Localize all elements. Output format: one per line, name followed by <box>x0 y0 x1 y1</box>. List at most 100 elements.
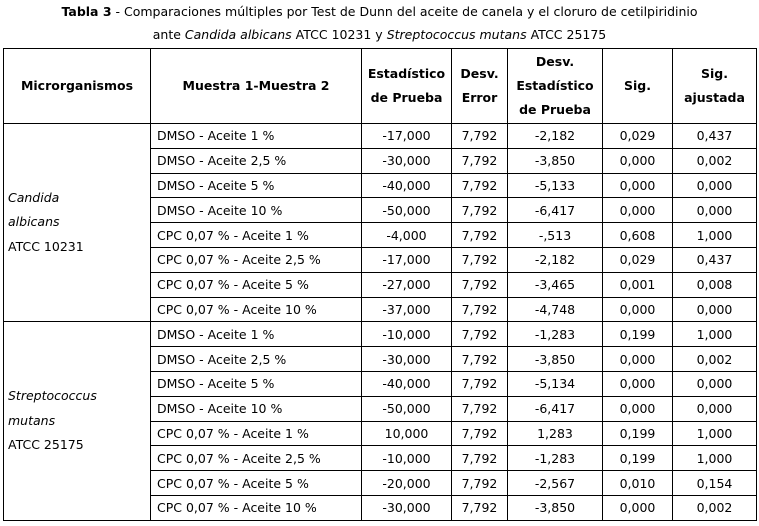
comparison-cell: CPC 0,07 % - Aceite 1 % <box>150 420 362 447</box>
organism-species: mutans <box>8 412 56 428</box>
statistic-cell: -17,000 <box>361 123 452 149</box>
header-microrganismos: Microrganismos <box>3 48 151 124</box>
sig-cell: 0,000 <box>602 370 673 397</box>
table-row: CPC 0,07 % - Aceite 5 % -20,000 7,792 -2,56… <box>4 470 757 496</box>
table-row: DMSO - Aceite 10 % -50,000 7,792 -6,417 0,00… <box>4 395 757 422</box>
std-error-cell: 7,792 <box>451 222 508 248</box>
std-statistic-cell: -5,133 <box>507 172 603 199</box>
organism-genus: Candida <box>8 189 60 205</box>
statistic-cell: -37,000 <box>361 296 452 323</box>
sig-cell: 0,000 <box>602 494 673 521</box>
table-row: CPC 0,07 % - Aceite 1 % 10,000 7,792 1,283 0… <box>4 420 757 447</box>
table-row: Candida albicans ATCC 10231 DMSO - Aceite 1… <box>3 122 757 323</box>
caption-line-1: Tabla 3 - Comparaciones múltiples por Te… <box>0 0 759 23</box>
sig-cell: 0,000 <box>602 395 673 422</box>
caption-text-2a: ante <box>152 27 185 42</box>
comparison-cell: CPC 0,07 % - Aceite 5 % <box>150 470 362 496</box>
adjusted-sig-cell: 0,008 <box>672 271 757 298</box>
std-error-cell: 7,792 <box>451 346 508 372</box>
caption-text-2b: ATCC 10231 y <box>291 27 387 42</box>
comparison-cell: DMSO - Aceite 2,5 % <box>150 346 362 372</box>
sig-cell: 0,000 <box>602 346 673 372</box>
adjusted-sig-cell: 1,000 <box>672 222 757 248</box>
header-sig: Sig. <box>602 48 673 124</box>
table-row: DMSO - Aceite 10 % -50,000 7,792 -6,417 0,00… <box>4 197 757 224</box>
sig-cell: 0,001 <box>602 271 673 298</box>
std-statistic-cell: -,513 <box>507 222 603 248</box>
table-row: CPC 0,07 % - Aceite 2,5 % -10,000 7,792 -1,… <box>4 445 757 472</box>
std-statistic-cell: -3,850 <box>507 346 603 372</box>
std-error-cell: 7,792 <box>451 420 508 447</box>
sig-cell: 0,608 <box>602 222 673 248</box>
statistic-cell: -50,000 <box>361 395 452 422</box>
statistic-cell: -30,000 <box>361 346 452 372</box>
header-row: Microrganismos Muestra 1-Muestra 2 Estad… <box>3 48 757 124</box>
sig-cell: 0,000 <box>602 147 673 174</box>
statistic-cell: -10,000 <box>361 321 452 348</box>
adjusted-sig-cell: 0,000 <box>672 172 757 199</box>
std-error-cell: 7,792 <box>451 296 508 323</box>
std-statistic-cell: -3,850 <box>507 147 603 174</box>
table-row: CPC 0,07 % - Aceite 5 % -27,000 7,792 -3,46… <box>4 271 757 298</box>
std-error-cell: 7,792 <box>451 271 508 298</box>
std-error-cell: 7,792 <box>451 172 508 199</box>
table-label: Tabla 3 <box>61 4 112 19</box>
sig-cell: 0,000 <box>602 296 673 323</box>
dunn-test-table: Microrganismos Muestra 1-Muestra 2 Estad… <box>3 48 757 521</box>
comparison-cell: CPC 0,07 % - Aceite 5 % <box>150 271 362 298</box>
comparison-cell: DMSO - Aceite 2,5 % <box>150 147 362 174</box>
std-statistic-cell: -1,283 <box>507 321 603 348</box>
organism-cell: Streptococcus mutans ATCC 25175 <box>3 321 151 521</box>
std-error-cell: 7,792 <box>451 494 508 521</box>
caption-line-2: ante Candida albicans ATCC 10231 y Strep… <box>0 23 759 46</box>
table-row: DMSO - Aceite 5 % -40,000 7,792 -5,133 0,000… <box>4 172 757 199</box>
header-estadistico: Estadístico de Prueba <box>361 48 452 124</box>
std-statistic-cell: -2,567 <box>507 470 603 496</box>
adjusted-sig-cell: 1,000 <box>672 321 757 348</box>
organism-species: albicans <box>8 214 60 230</box>
statistic-cell: -27,000 <box>361 271 452 298</box>
comparison-cell: DMSO - Aceite 10 % <box>150 197 362 224</box>
statistic-cell: -30,000 <box>361 494 452 521</box>
std-error-cell: 7,792 <box>451 445 508 472</box>
statistic-cell: -40,000 <box>361 370 452 397</box>
adjusted-sig-cell: 0,000 <box>672 370 757 397</box>
table-row: DMSO - Aceite 2,5 % -30,000 7,792 -3,850 0,0… <box>4 147 757 174</box>
adjusted-sig-cell: 1,000 <box>672 445 757 472</box>
adjusted-sig-cell: 0,437 <box>672 246 757 273</box>
caption-text-2c: ATCC 25175 <box>526 27 607 42</box>
comparison-cell: DMSO - Aceite 10 % <box>150 395 362 422</box>
adjusted-sig-cell: 0,002 <box>672 346 757 372</box>
organism-cell: Candida albicans ATCC 10231 <box>3 122 151 323</box>
adjusted-sig-cell: 0,154 <box>672 470 757 496</box>
sig-cell: 0,199 <box>602 420 673 447</box>
comparison-cell: CPC 0,07 % - Aceite 2,5 % <box>150 246 362 273</box>
statistic-cell: -50,000 <box>361 197 452 224</box>
sig-cell: 0,199 <box>602 445 673 472</box>
adjusted-sig-cell: 0,002 <box>672 494 757 521</box>
std-statistic-cell: -6,417 <box>507 197 603 224</box>
table-row: DMSO - Aceite 2,5 % -30,000 7,792 -3,850 0,0… <box>4 346 757 372</box>
sig-cell: 0,000 <box>602 197 673 224</box>
sig-cell: 0,029 <box>602 123 673 149</box>
adjusted-sig-cell: 0,000 <box>672 296 757 323</box>
std-statistic-cell: -4,748 <box>507 296 603 323</box>
std-error-cell: 7,792 <box>451 246 508 273</box>
caption-text-1: - Comparaciones múltiples por Test de Du… <box>111 4 698 19</box>
sig-cell: 0,199 <box>602 321 673 348</box>
statistic-cell: -30,000 <box>361 147 452 174</box>
comparison-cell: CPC 0,07 % - Aceite 10 % <box>150 494 362 521</box>
sig-cell: 0,010 <box>602 470 673 496</box>
comparison-cell: DMSO - Aceite 1 % <box>150 321 362 348</box>
statistic-cell: -4,000 <box>361 222 452 248</box>
comparison-cell: DMSO - Aceite 1 % <box>150 123 362 149</box>
header-desv-error: Desv. Error <box>451 48 508 124</box>
std-error-cell: 7,792 <box>451 395 508 422</box>
std-statistic-cell: -2,182 <box>507 246 603 273</box>
std-statistic-cell: -2,182 <box>507 123 603 149</box>
std-statistic-cell: 1,283 <box>507 420 603 447</box>
comparison-cell: DMSO - Aceite 5 % <box>150 370 362 397</box>
statistic-cell: 10,000 <box>361 420 452 447</box>
header-desv-estadistico: Desv. Estadístico de Prueba <box>507 48 603 124</box>
std-statistic-cell: -3,850 <box>507 494 603 521</box>
